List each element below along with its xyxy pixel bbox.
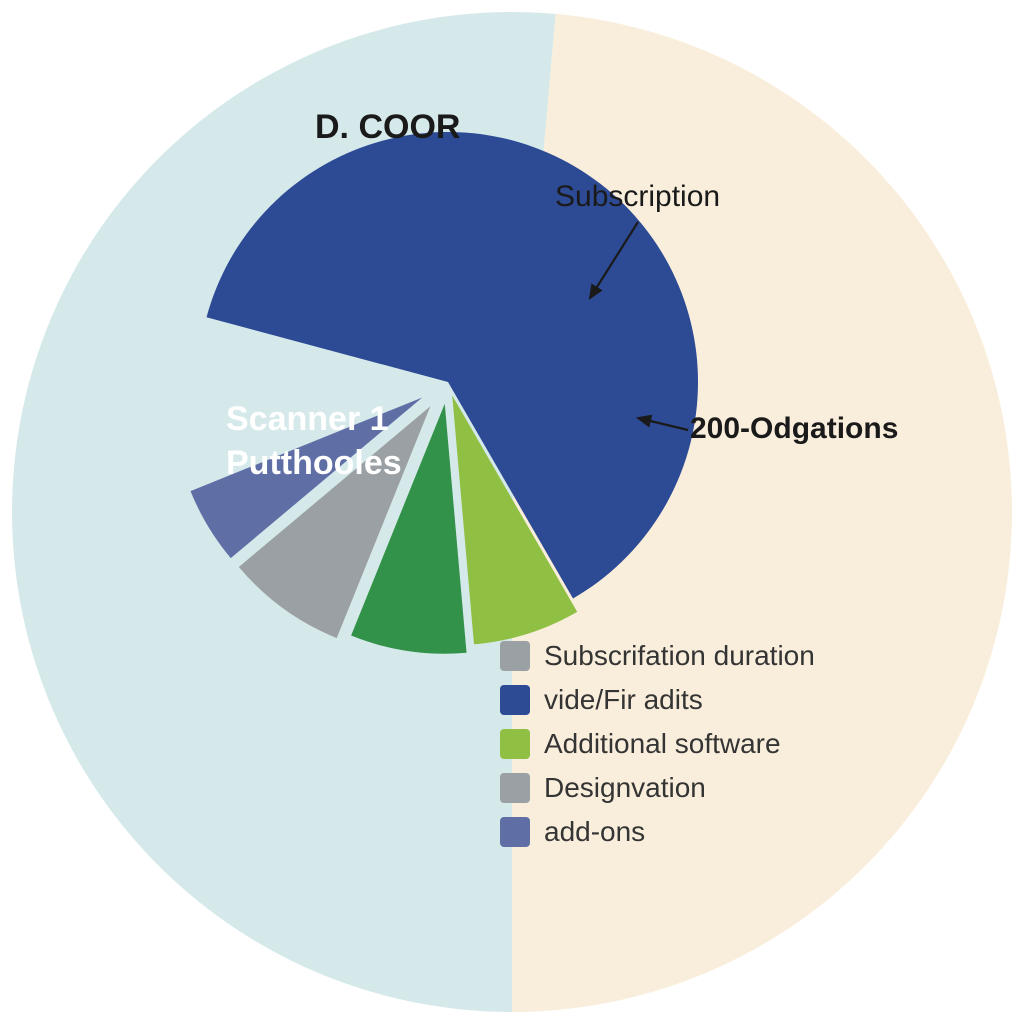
legend-label: add-ons — [544, 816, 645, 848]
scanner-label-line2: Putthooles — [226, 444, 402, 483]
legend-item-1: vide/Fir adits — [500, 684, 815, 716]
title-label: D. COOR — [315, 108, 460, 147]
chart-stage: D. COOR Subscription 200-Odgations Scann… — [0, 0, 1024, 1024]
legend-label: Subscrifation duration — [544, 640, 815, 672]
legend-label: Designvation — [544, 772, 706, 804]
subscription-label: Subscription — [555, 180, 720, 214]
legend-item-2: Additional software — [500, 728, 815, 760]
legend-swatch — [500, 641, 530, 671]
legend: Subscrifation duration vide/Fir adits Addi… — [500, 640, 815, 860]
legend-swatch — [500, 729, 530, 759]
legend-item-3: Designvation — [500, 772, 815, 804]
legend-label: Additional software — [544, 728, 781, 760]
scanner-label-line1: Scanner 1 — [226, 400, 389, 439]
legend-swatch — [500, 685, 530, 715]
legend-swatch — [500, 773, 530, 803]
legend-item-4: add-ons — [500, 816, 815, 848]
legend-item-0: Subscrifation duration — [500, 640, 815, 672]
chart-svg — [0, 0, 1024, 1024]
legend-swatch — [500, 817, 530, 847]
legend-label: vide/Fir adits — [544, 684, 703, 716]
odgations-label: 200-Odgations — [690, 412, 898, 446]
